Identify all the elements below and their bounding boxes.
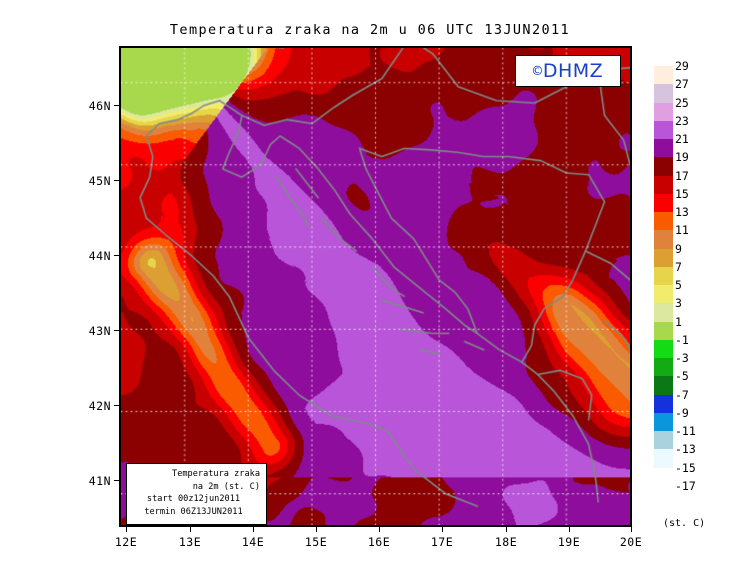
colorbar-tick: -13 <box>675 442 696 457</box>
colorbar-swatch <box>654 120 673 139</box>
x-axis-label-15e: 15E <box>304 535 328 549</box>
colorbar-tick: 5 <box>675 278 682 292</box>
x-tick <box>190 527 191 532</box>
colorbar-swatch <box>654 303 673 322</box>
colorbar-swatch <box>654 431 673 450</box>
y-tick <box>114 105 119 106</box>
y-tick <box>114 405 119 406</box>
colorbar-tick: 7 <box>675 259 682 274</box>
x-tick <box>379 527 380 532</box>
x-axis-label-18e: 18E <box>494 535 518 549</box>
x-tick <box>316 527 317 532</box>
info-line-level-unit: na 2m (st. C) <box>192 481 260 492</box>
x-axis-label-19e: 19E <box>557 535 581 549</box>
colorbar-tick: -3 <box>675 351 689 365</box>
colorbar-unit-label: (st. C) <box>663 518 706 529</box>
x-tick <box>253 527 254 532</box>
colorbar-swatch <box>654 467 673 486</box>
y-axis-label-41n: 41N <box>88 474 111 488</box>
colorbar-swatch <box>654 66 673 85</box>
y-axis-label-42n: 42N <box>88 399 111 413</box>
x-tick <box>569 527 570 532</box>
colorbar-swatch <box>654 358 673 377</box>
colorbar-tick: -1 <box>675 332 689 347</box>
colorbar-swatch <box>654 394 673 413</box>
colorbar-tick: 11 <box>675 223 689 238</box>
colorbar-tick: -15 <box>675 460 696 475</box>
y-axis-label-45n: 45N <box>88 174 111 188</box>
y-tick <box>114 180 119 181</box>
colorbar-swatch <box>654 139 673 158</box>
colorbar-tick: 17 <box>675 168 689 183</box>
x-axis-label-20e: 20E <box>619 535 643 549</box>
colorbar-swatch <box>654 212 673 231</box>
copyright-icon: © <box>532 61 542 80</box>
y-tick <box>114 480 119 481</box>
colorbar-swatch <box>654 102 673 121</box>
colorbar-swatch <box>654 321 673 340</box>
x-axis-label-14e: 14E <box>241 535 265 549</box>
colorbar-tick: -11 <box>675 424 696 438</box>
colorbar-tick: 25 <box>675 95 689 110</box>
colorbar-tick: 29 <box>675 59 689 73</box>
y-axis-label-44n: 44N <box>88 249 111 263</box>
colorbar-swatch <box>654 449 673 468</box>
colorbar-tick: 27 <box>675 77 689 92</box>
colorbar-tick: 23 <box>675 113 689 128</box>
colorbar-swatch <box>654 285 673 304</box>
temperature-field-canvas <box>121 48 630 525</box>
colorbar-swatch <box>654 230 673 249</box>
dhmz-logo-text: DHMZ <box>542 59 604 82</box>
colorbar-swatch <box>654 339 673 358</box>
colorbar-tick: -9 <box>675 405 689 420</box>
x-tick <box>442 527 443 532</box>
y-tick <box>114 330 119 331</box>
colorbar-swatch <box>654 485 673 504</box>
x-tick <box>631 527 632 532</box>
colorbar-tick: 13 <box>675 205 689 219</box>
colorbar-tick: -5 <box>675 369 689 384</box>
dhmz-logo: © DHMZ <box>515 55 621 87</box>
colorbar-swatch <box>654 248 673 267</box>
colorbar-tick: 15 <box>675 186 689 201</box>
info-line-start: start 00z12jun2011 <box>146 494 241 505</box>
colorbar-swatch <box>654 84 673 103</box>
colorbar-swatch <box>654 193 673 212</box>
temperature-map-panel <box>119 46 632 527</box>
x-tick <box>506 527 507 532</box>
colorbar-tick: 21 <box>675 132 689 146</box>
colorbar-swatch <box>654 266 673 285</box>
temperature-colorbar <box>654 66 673 504</box>
colorbar-swatch <box>654 157 673 176</box>
y-tick <box>114 255 119 256</box>
colorbar-tick: 1 <box>675 314 682 329</box>
colorbar-tick: -17 <box>675 478 696 493</box>
forecast-info-box: Temperatura zraka na 2m (st. C) start 00… <box>126 463 267 525</box>
info-line-variable: Temperatura zraka <box>172 469 260 479</box>
x-axis-label-16e: 16E <box>367 535 391 549</box>
colorbar-swatch <box>654 412 673 431</box>
y-axis-label-43n: 43N <box>88 324 111 338</box>
info-line-termin: termin 06Z13JUN2011 <box>144 506 243 517</box>
x-axis-label-13e: 13E <box>178 535 202 549</box>
x-axis-label-12e: 12E <box>114 535 138 549</box>
colorbar-swatch <box>654 175 673 194</box>
colorbar-tick: 3 <box>675 296 682 311</box>
colorbar-tick: 19 <box>675 150 689 165</box>
page-title: Temperatura zraka na 2m u 06 UTC 13JUN20… <box>169 22 571 38</box>
colorbar-swatch <box>654 376 673 395</box>
colorbar-tick-labels: 29 27 25 23 21 19 17 15 13 11 9 7 5 3 1 -1 -3 -5 -7 -9 -11 -1… <box>675 60 735 504</box>
x-axis-label-17e: 17E <box>430 535 454 549</box>
y-axis-label-46n: 46N <box>88 99 111 113</box>
colorbar-tick: -7 <box>675 387 689 402</box>
x-tick <box>126 527 127 532</box>
colorbar-tick: 9 <box>675 241 682 256</box>
